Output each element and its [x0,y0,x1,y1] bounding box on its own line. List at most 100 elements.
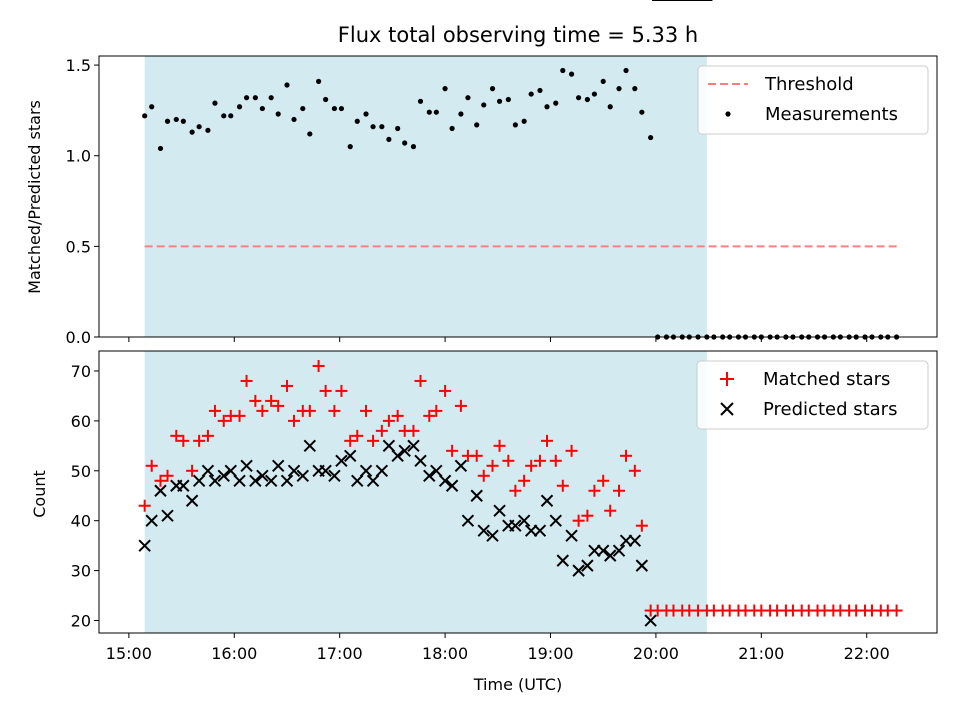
measurement-point [600,78,606,84]
predicted-star-point [486,529,499,542]
predicted-star-point [296,469,309,482]
matched-star-point [620,449,633,462]
measurement-point [410,144,417,150]
matched-star-point [407,424,420,437]
matched-star-point [509,484,522,497]
measurement-point [568,71,575,77]
matched-star-point [423,409,436,422]
matched-star-point [367,434,380,447]
measurement-point [560,67,566,74]
top-panel-frame [98,55,938,338]
predicted-star-point [217,469,230,482]
measurement-point [576,95,582,101]
legend-matched-label: Matched stars [763,369,890,390]
measurement-point [639,109,645,115]
measurement-point [521,118,527,124]
matched-star-point [240,374,253,387]
matched-star-point [391,409,404,422]
matched-star-point [138,499,151,512]
predicted-star-point [596,544,610,557]
predicted-star-point [612,544,626,557]
predicted-star-point [540,494,554,507]
predicted-star-point [556,554,570,567]
y-tick-label: 40 [71,512,91,531]
measurement-point [481,102,487,108]
bottom-panel: 20 30 40 50 60 70 15:00 16:00 17:00 18:00 19:00 20… [30,0,938,694]
measurement-point [275,111,281,117]
measurement-point [442,86,448,92]
matched-star-point [439,384,452,397]
matched-star-point [581,509,594,522]
measurement-point [243,95,250,101]
measurement-point [370,124,376,130]
matched-star-point [161,469,174,482]
measurement-point [512,122,518,128]
y-tick-label: 0.0 [66,328,91,347]
predicted-star-point [366,474,380,487]
top-panel: 0.0 0.5 1.0 1.5 Matched/Predicted stars Thr… [25,55,938,347]
x-tick-label: 17:00 [317,644,363,663]
measurement-point [338,105,345,112]
measurement-point [331,105,338,112]
predicted-star-point [201,464,215,477]
matched-star-point [493,439,506,452]
legend-measurements-label: Measurements [765,104,898,125]
matched-star-point [470,449,483,462]
measurement-point [449,125,455,132]
legend-predicted-label: Predicted stars [763,399,897,420]
predicted-star-point [430,464,443,477]
measurement-point [347,144,353,150]
measurement-point [236,104,243,110]
measurement-point [544,104,550,110]
matched-star-point [344,434,357,447]
matched-star-point [533,454,546,467]
legend-predicted-swatch [720,402,734,416]
x-axis-title: Time (UTC) [473,675,562,694]
x-tick-label: 21:00 [738,644,784,663]
predicted-star-point [572,564,585,577]
predicted-star-point [423,469,436,482]
matched-star-point [454,399,467,412]
matched-star-point [351,429,364,442]
measurement-point [212,100,218,106]
measurement-point [180,118,186,124]
measurement-point [553,100,559,106]
measurement-point [300,105,306,112]
measurement-point [426,109,432,115]
matched-star-point [303,404,316,417]
measurement-point [648,134,654,141]
measurement-point [402,140,408,146]
predicted-star-point [588,544,601,557]
chart-title: Flux total observing time = 5.33 h [338,23,698,47]
top-y-axis-title: Matched/Predicted stars [25,100,44,294]
y-tick-label: 0.5 [66,237,91,256]
matched-star-point [256,404,269,417]
measurement-point [632,86,638,92]
measurement-point [291,116,297,123]
matched-star-point [177,434,190,447]
measurement-point [474,122,480,128]
y-tick-label: 20 [71,612,91,631]
predicted-star-point [628,534,642,547]
predicted-star-point [319,464,332,477]
measurement-point [189,129,195,135]
matched-star-point [193,434,206,447]
y-tick-label: 1.0 [66,147,91,166]
measurement-point [354,118,360,124]
x-tick-label: 20:00 [633,644,679,663]
measurement-point [379,124,385,130]
matched-star-point [375,424,388,437]
measurement-point [307,131,313,137]
top-panel-shade [144,56,707,337]
matched-star-point [635,519,648,532]
legend-measurements-swatch [725,111,731,117]
measurement-point [591,91,598,97]
predicted-star-point [382,439,396,453]
measurement-point [433,109,439,115]
x-tick-label: 19:00 [527,644,573,663]
measurement-point [363,111,369,117]
predicted-star-point [533,524,547,537]
predicted-star-point [524,524,538,537]
measurement-point [196,124,202,130]
